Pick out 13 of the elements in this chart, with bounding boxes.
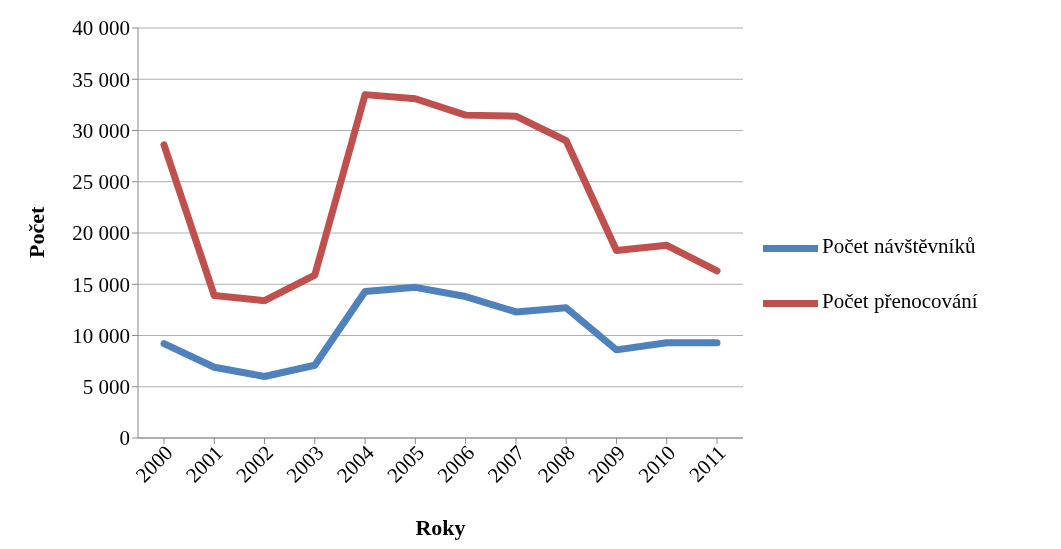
y-tick-label: 20 000	[72, 221, 130, 246]
y-tick-label: 30 000	[72, 118, 130, 143]
y-tick-label: 15 000	[72, 272, 130, 297]
y-tick-label: 10 000	[72, 323, 130, 348]
y-tick-label: 25 000	[72, 170, 130, 195]
legend-label: Počet přenocování	[822, 288, 978, 313]
y-tick-label: 5 000	[82, 375, 130, 400]
x-axis-title: Roky	[415, 515, 466, 540]
legend-label: Počet návštěvníků	[822, 233, 976, 258]
y-tick-label: 0	[119, 426, 130, 451]
y-axis-title: Počet	[23, 206, 49, 258]
y-tick-label: 35 000	[72, 67, 130, 92]
y-tick-label: 40 000	[72, 16, 130, 41]
